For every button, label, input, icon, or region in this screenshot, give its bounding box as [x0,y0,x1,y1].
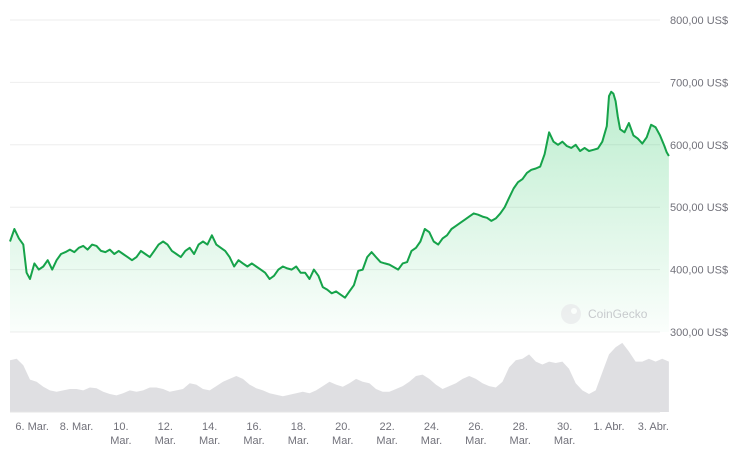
x-tick-label: 14. [202,421,217,433]
volume-bars [10,342,669,412]
x-tick-label: Mar. [288,435,309,447]
y-tick-label: 700,00 US$ [670,77,728,89]
x-tick-label: Mar. [332,435,353,447]
x-tick-label: 18. [291,421,306,433]
x-tick-label: Mar. [110,435,131,447]
x-tick-label: Mar. [155,435,176,447]
x-tick-label: 26. [468,421,483,433]
coingecko-logo-icon [561,304,581,324]
x-tick-label: 6. Mar. [15,421,49,433]
x-tick-label: 20. [335,421,350,433]
x-tick-label: Mar. [465,435,486,447]
x-tick-label: 3. Abr. [638,421,669,433]
x-tick-label: Mar. [510,435,531,447]
x-tick-label: 10. [113,421,128,433]
x-tick-label: 12. [158,421,173,433]
y-tick-label: 300,00 US$ [670,327,728,339]
x-tick-label: 8. Mar. [60,421,94,433]
coingecko-watermark: CoinGecko [561,304,648,324]
price-area [10,91,669,332]
y-tick-label: 500,00 US$ [670,202,728,214]
y-tick-label: 600,00 US$ [670,140,728,152]
coingecko-logo-eye [571,308,577,314]
x-tick-label: 30. [557,421,572,433]
x-tick-label: Mar. [243,435,264,447]
y-axis: 800,00 US$ 700,00 US$ 600,00 US$ 500,00 US$… [670,15,728,339]
x-tick-label: Mar. [554,435,575,447]
x-tick-label: 1. Abr. [593,421,624,433]
x-tick-label: 24. [424,421,439,433]
x-tick-label: Mar. [199,435,220,447]
x-tick-label: Mar. [421,435,442,447]
y-tick-label: 400,00 US$ [670,265,728,277]
x-tick-label: Mar. [376,435,397,447]
y-tick-label: 800,00 US$ [670,15,728,27]
price-line [9,90,670,299]
x-axis: 6. Mar. 8. Mar. 10. Mar. 12. Mar. 14. Mar. 16. Ma… [15,421,669,447]
watermark-text: CoinGecko [588,307,648,321]
x-tick-label: 22. [379,421,394,433]
x-tick-label: 28. [513,421,528,433]
x-tick-label: 16. [246,421,261,433]
